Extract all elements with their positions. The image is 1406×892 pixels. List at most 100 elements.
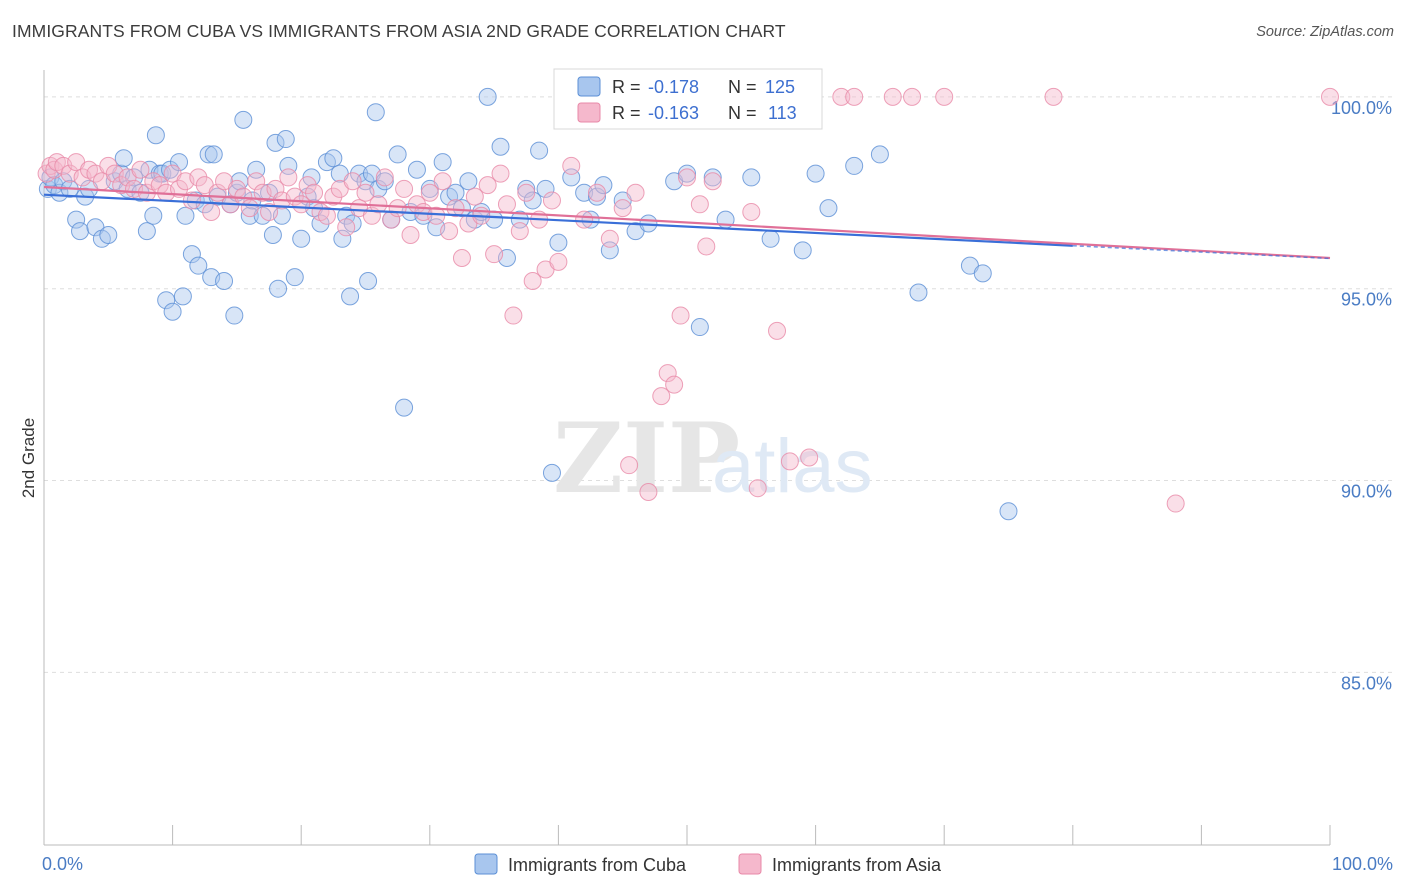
point-asia bbox=[440, 222, 459, 241]
point-cuba bbox=[215, 272, 234, 291]
y-tick-labels: 100.0% 95.0% 90.0% 85.0% bbox=[1331, 98, 1392, 693]
point-cuba bbox=[973, 264, 992, 283]
point-asia bbox=[639, 483, 658, 502]
point-cuba bbox=[157, 291, 176, 310]
point-cuba bbox=[204, 145, 223, 164]
point-asia bbox=[395, 179, 414, 198]
y-tick-label: 85.0% bbox=[1341, 673, 1392, 693]
point-asia bbox=[375, 168, 394, 187]
point-cuba bbox=[491, 137, 510, 156]
point-asia bbox=[620, 456, 639, 475]
point-asia bbox=[748, 479, 767, 498]
point-cuba bbox=[999, 502, 1018, 521]
stats-n-value-cuba: 125 bbox=[765, 77, 795, 97]
point-asia bbox=[446, 199, 465, 218]
point-asia bbox=[305, 183, 324, 202]
point-asia bbox=[465, 187, 484, 206]
point-cuba bbox=[517, 179, 536, 198]
point-asia bbox=[478, 176, 497, 195]
point-asia bbox=[427, 206, 446, 225]
point-cuba bbox=[276, 130, 295, 149]
point-cuba bbox=[350, 164, 369, 183]
point-cuba bbox=[536, 179, 555, 198]
point-cuba bbox=[163, 302, 182, 321]
point-cuba bbox=[285, 268, 304, 287]
point-asia bbox=[542, 191, 561, 210]
point-asia bbox=[613, 199, 632, 218]
point-asia bbox=[652, 387, 671, 406]
point-asia bbox=[517, 183, 536, 202]
point-asia bbox=[626, 183, 645, 202]
point-cuba bbox=[225, 306, 244, 325]
point-cuba bbox=[173, 287, 192, 306]
point-asia bbox=[800, 448, 819, 467]
point-asia bbox=[131, 160, 150, 179]
point-asia bbox=[240, 199, 259, 218]
stats-swatch-asia bbox=[577, 102, 601, 123]
point-cuba bbox=[263, 225, 282, 244]
point-asia bbox=[260, 202, 279, 221]
point-cuba bbox=[594, 176, 613, 195]
x-tick-labels: 0.0% 100.0% bbox=[42, 854, 1393, 874]
point-asia bbox=[1166, 494, 1185, 513]
point-asia bbox=[317, 206, 336, 225]
stats-r-value-asia: -0.163 bbox=[648, 103, 699, 123]
point-asia bbox=[247, 172, 266, 191]
point-asia bbox=[343, 172, 362, 191]
point-asia bbox=[504, 306, 523, 325]
point-cuba bbox=[359, 272, 378, 291]
point-asia bbox=[703, 172, 722, 191]
point-asia bbox=[600, 229, 619, 248]
point-asia bbox=[587, 183, 606, 202]
point-cuba bbox=[530, 141, 549, 160]
point-asia bbox=[665, 375, 684, 394]
legend-swatch-asia bbox=[738, 853, 762, 875]
x-tick-label: 100.0% bbox=[1332, 854, 1393, 874]
stats-legend: R = -0.178 N = 125 R = -0.163 N = 113 bbox=[553, 68, 823, 130]
point-asia bbox=[575, 210, 594, 229]
series-legend: Immigrants from Cuba Immigrants from Asi… bbox=[474, 853, 942, 875]
legend-swatch-cuba bbox=[474, 853, 498, 875]
point-asia bbox=[497, 195, 516, 214]
point-cuba bbox=[240, 206, 259, 225]
point-asia bbox=[99, 156, 118, 175]
point-asia bbox=[671, 306, 690, 325]
point-cuba bbox=[199, 145, 218, 164]
point-asia bbox=[298, 176, 317, 195]
x-ticks bbox=[43, 825, 1331, 845]
point-cuba bbox=[523, 191, 542, 210]
y-axis-title: 2nd Grade bbox=[19, 418, 38, 498]
point-cuba bbox=[176, 206, 195, 225]
point-asia bbox=[1044, 87, 1063, 106]
point-cuba bbox=[324, 149, 343, 168]
point-cuba bbox=[333, 229, 352, 248]
point-cuba bbox=[114, 149, 133, 168]
point-cuba bbox=[146, 126, 165, 145]
point-cuba bbox=[71, 222, 90, 241]
point-asia bbox=[832, 87, 851, 106]
point-asia bbox=[903, 87, 922, 106]
point-cuba bbox=[375, 172, 394, 191]
point-asia bbox=[279, 168, 298, 187]
y-tick-label: 100.0% bbox=[1331, 98, 1392, 118]
point-asia bbox=[678, 168, 696, 187]
trend-line-cuba bbox=[43, 193, 1073, 247]
point-asia bbox=[189, 168, 208, 187]
stats-n-label-cuba: N = bbox=[728, 77, 757, 97]
point-cuba bbox=[269, 279, 288, 298]
point-cuba bbox=[819, 199, 838, 218]
point-asia bbox=[562, 156, 581, 175]
point-cuba bbox=[341, 287, 360, 306]
point-cuba bbox=[587, 187, 606, 206]
point-asia bbox=[266, 179, 285, 198]
point-cuba bbox=[542, 463, 561, 482]
point-asia bbox=[935, 87, 954, 106]
stats-swatch-cuba bbox=[577, 76, 601, 97]
point-asia bbox=[202, 202, 221, 221]
stats-r-value-cuba: -0.178 bbox=[648, 77, 699, 97]
point-asia bbox=[337, 218, 356, 237]
point-cuba bbox=[452, 199, 471, 218]
y-tick-label: 90.0% bbox=[1341, 482, 1392, 502]
legend-label-cuba: Immigrants from Cuba bbox=[508, 855, 687, 875]
